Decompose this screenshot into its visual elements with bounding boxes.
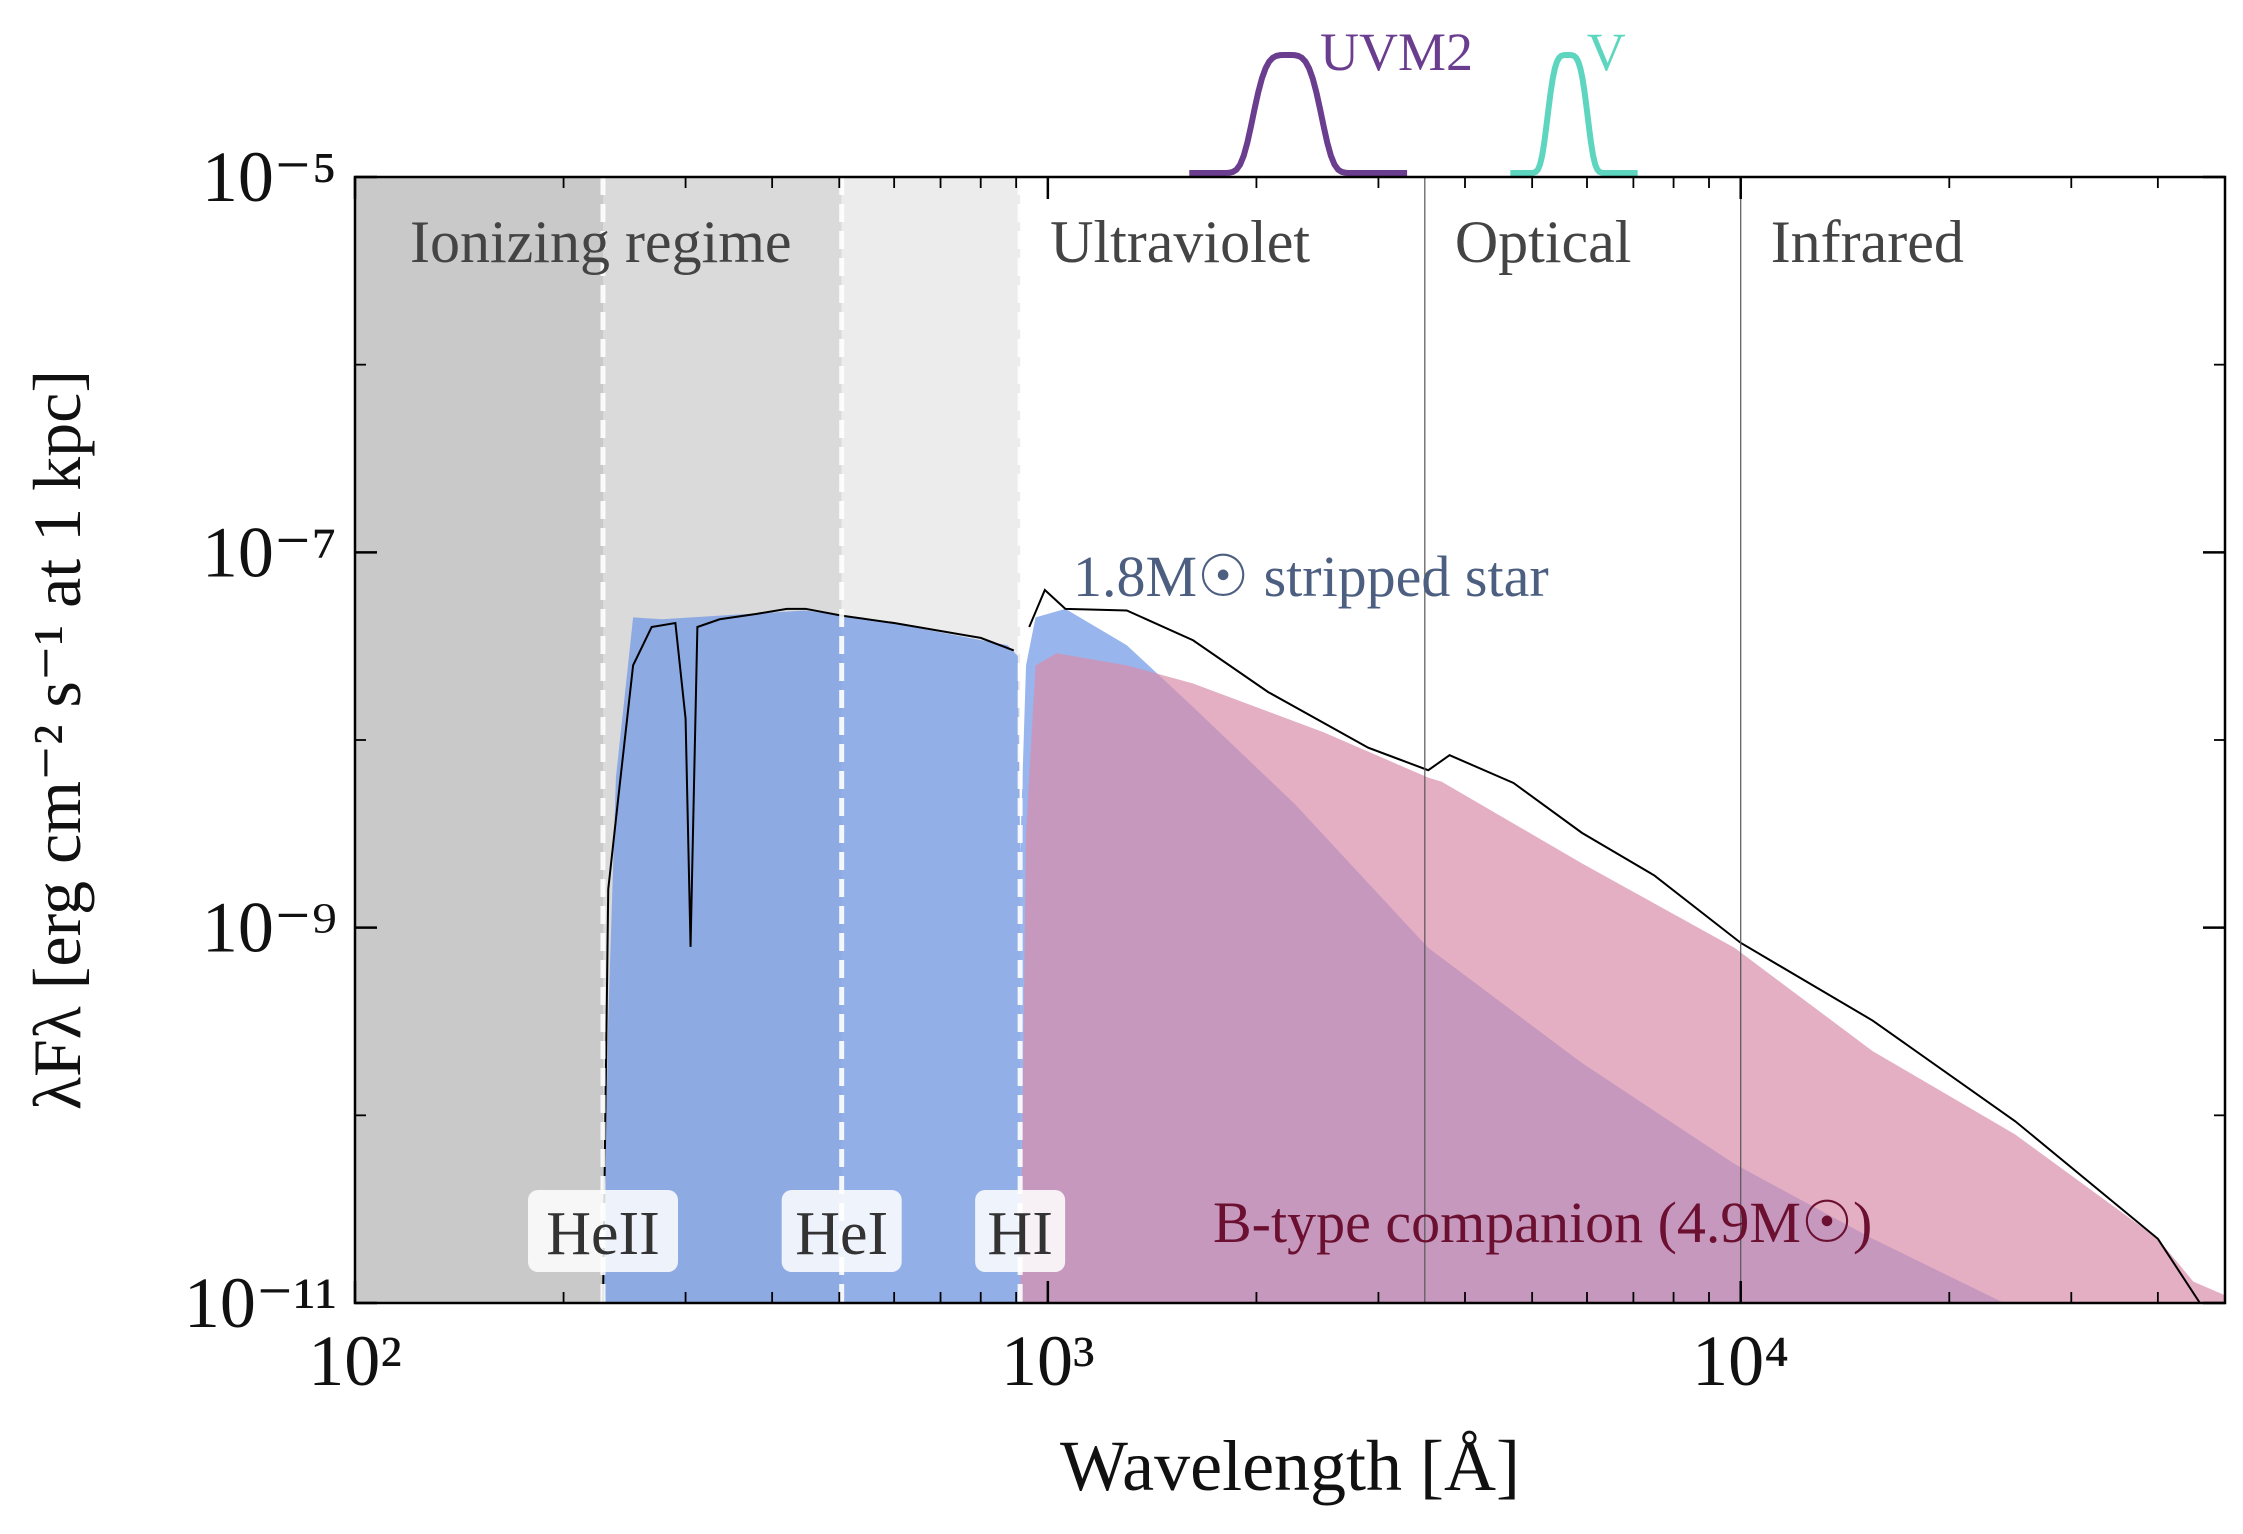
x-tick-label: 10⁴ [1692,1321,1789,1401]
region-shade [355,177,603,1303]
edge-label-box [975,1190,1066,1272]
x-tick-label: 10³ [1001,1321,1095,1401]
plot-area [355,177,2225,1303]
y-axis-label: λFλ [erg cm⁻² s⁻¹ at 1 kpc] [19,370,95,1110]
y-tick-label: 10⁻¹¹ [184,1263,337,1343]
filter-label: V [1587,22,1626,82]
series-label: 1.8M☉ stripped star [1073,544,1549,609]
series-label: B-type companion (4.9M☉) [1213,1190,1872,1255]
edge-label-box [781,1190,902,1272]
band-label: Infrared [1771,209,1964,275]
x-tick-label: 10² [308,1321,402,1401]
x-axis-label: Wavelength [Å] [1060,1426,1520,1506]
y-tick-label: 10⁻⁵ [202,137,337,217]
overlay: Ionizing regime Ultraviolet Optical Infrare… [184,22,2227,1401]
band-label: Ultraviolet [1050,209,1310,275]
y-tick-label: 10⁻⁷ [202,512,337,592]
band-label: Optical [1455,209,1632,275]
edge-label-box [527,1190,678,1272]
y-tick-label: 10⁻⁹ [202,888,337,968]
band-label: Ionizing regime [410,209,792,275]
filter-curve [1510,51,1638,176]
edge-label: HeI [795,1200,888,1268]
edge-label: HI [987,1200,1052,1268]
filter-label: UVM2 [1320,22,1473,82]
filter-curve [1189,51,1408,176]
line [601,588,2201,1303]
area [1020,653,2225,1303]
edge-label: HeII [546,1200,660,1268]
